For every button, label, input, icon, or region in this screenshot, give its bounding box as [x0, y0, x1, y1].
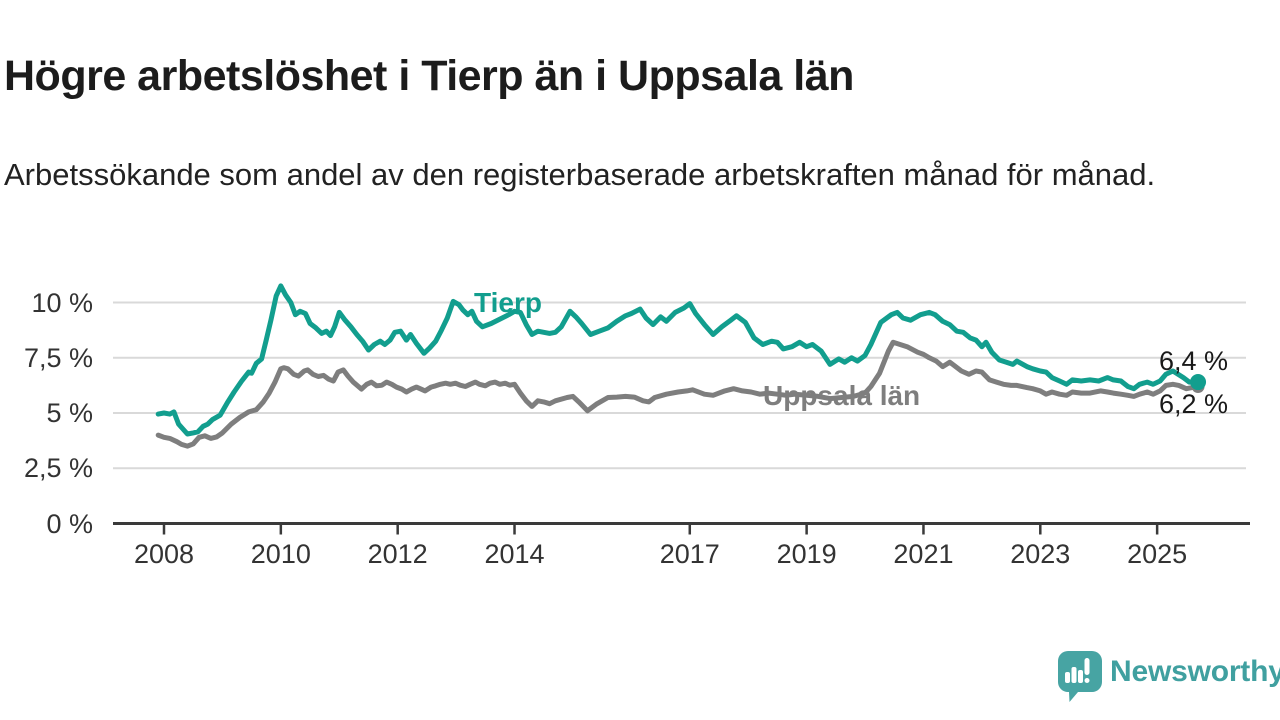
series-end-dot-tierp [1190, 374, 1207, 391]
x-axis-tick-label: 2017 [659, 539, 720, 569]
y-axis-tick-label: 2,5 % [23, 453, 93, 484]
series-label-uppsala-lan: Uppsala län [763, 380, 921, 411]
chart-subtitle: Arbetssökande som andel av den registerb… [4, 157, 1156, 192]
y-axis-tick-label: 0 % [46, 508, 93, 539]
y-axis-tick-label: 5 % [46, 398, 93, 428]
series-line-uppsala-lan [155, 339, 1201, 449]
newsworthy-wordmark: Newsworthy [1110, 655, 1280, 688]
y-axis-tick-label: 7,5 % [23, 342, 93, 373]
series-label-tierp: Tierp [474, 287, 542, 318]
newsworthy-logo[interactable]: Newsworthy [1056, 648, 1280, 704]
x-axis-tick-label: 2008 [133, 539, 195, 569]
x-axis-tick-label: 2023 [1010, 539, 1071, 569]
series-line-tierp [155, 283, 1201, 437]
x-axis-tick-label: 2025 [1127, 539, 1188, 569]
x-axis-tick-label: 2014 [484, 539, 545, 569]
x-axis-tick-label: 2010 [250, 539, 311, 569]
newsworthy-bubble-chart-icon [1058, 651, 1102, 702]
end-value-label-uppsala-lan: 6,2 % [1158, 389, 1228, 419]
end-value-label-tierp: 6,4 % [1158, 346, 1228, 376]
x-axis-tick-label: 2012 [367, 539, 428, 569]
x-axis-tick-label: 2019 [776, 539, 837, 569]
x-axis-tick-label: 2021 [893, 539, 954, 569]
y-axis-tick-label: 10 % [31, 287, 93, 318]
page-title: Högre arbetslöshet i Tierp än i Uppsala … [4, 51, 854, 100]
